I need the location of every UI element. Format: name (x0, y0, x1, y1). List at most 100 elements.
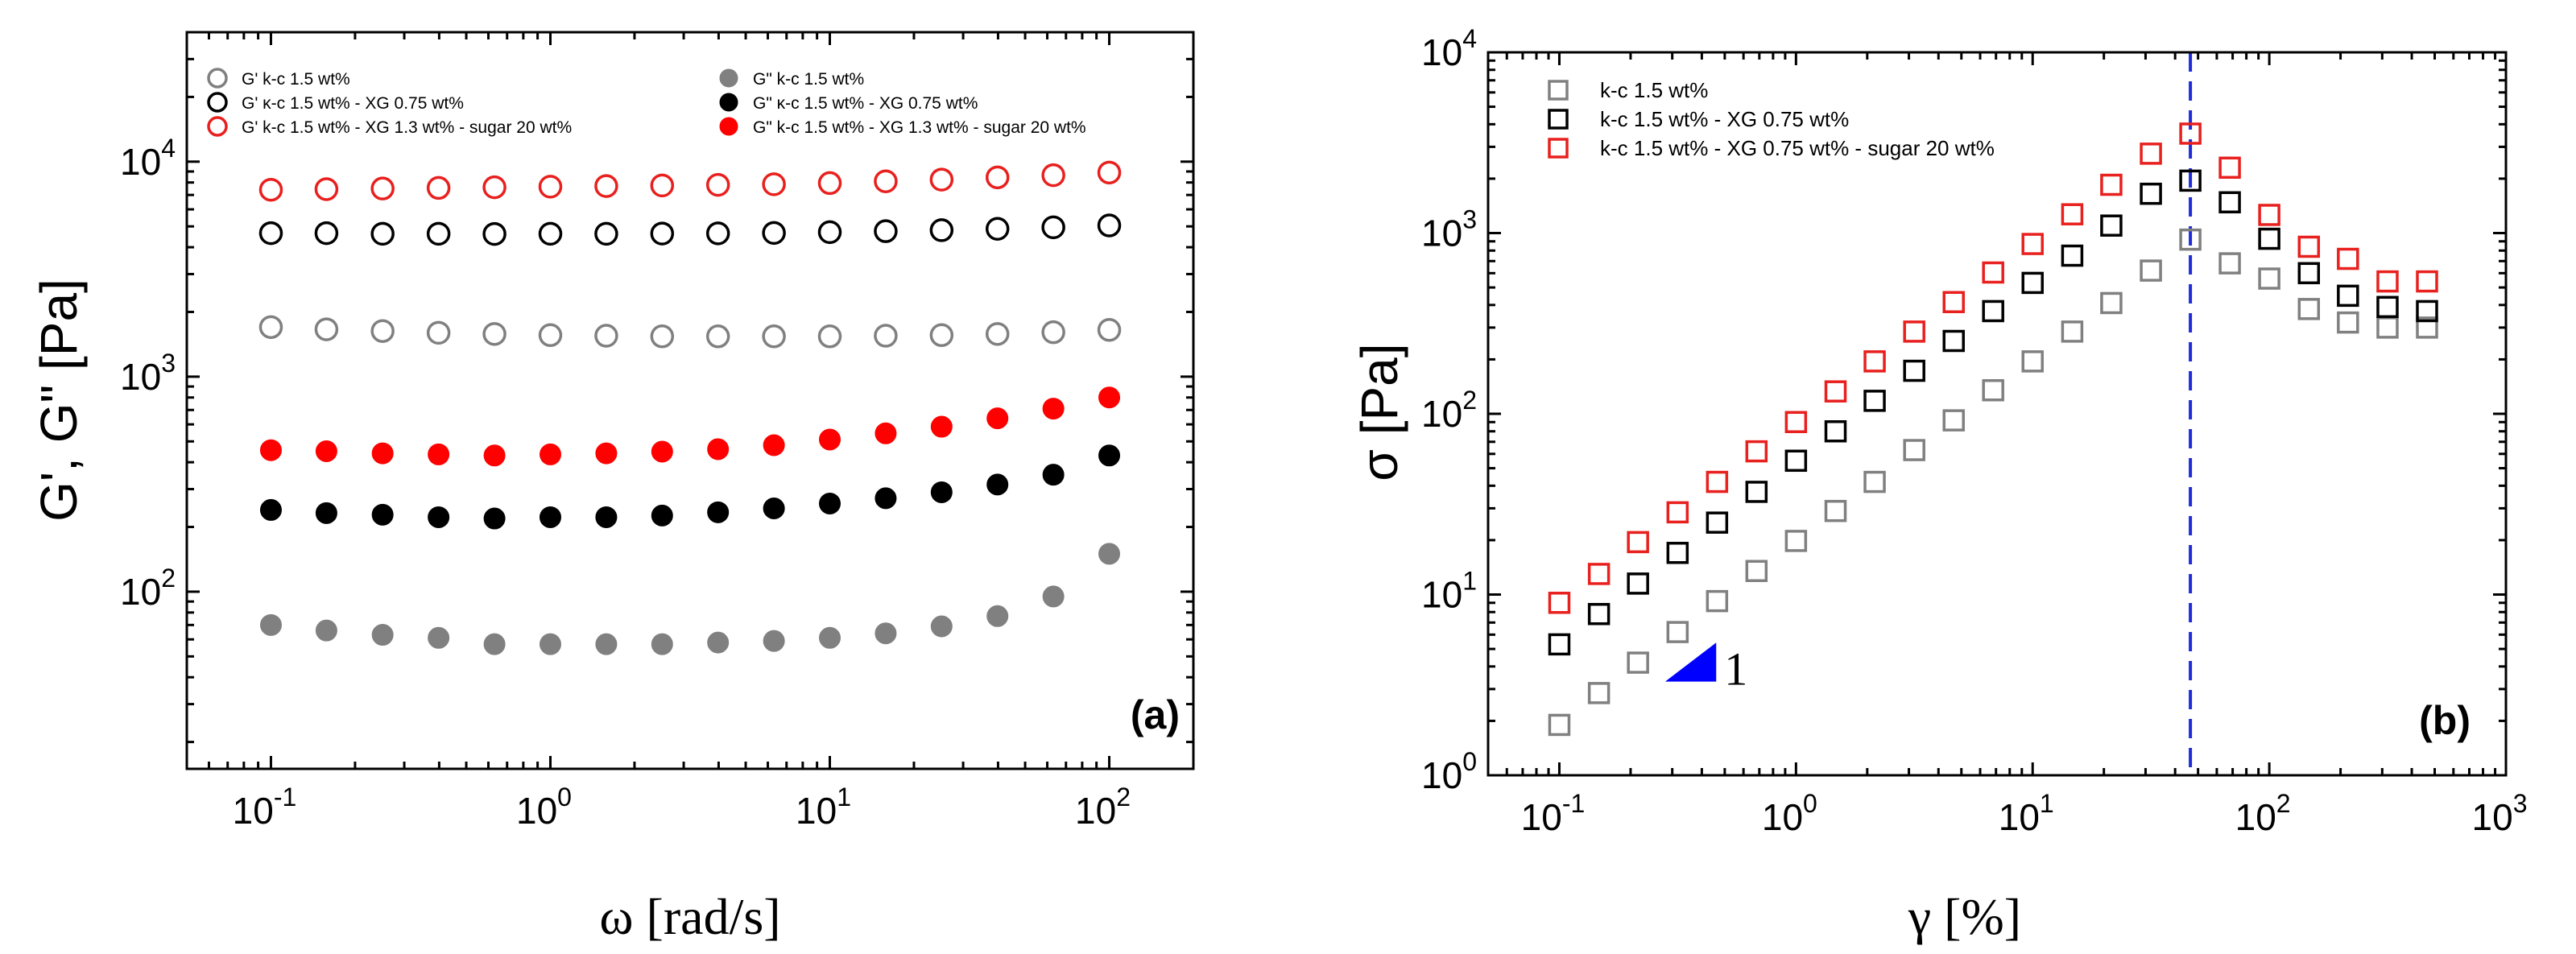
data-point (1863, 390, 1886, 412)
data-point (2100, 214, 2123, 237)
data-point (258, 315, 283, 340)
data-point (651, 504, 673, 527)
data-point (874, 169, 898, 193)
data-point (539, 506, 561, 528)
legend-marker (1548, 109, 1569, 130)
data-point (594, 221, 618, 246)
data-point (315, 502, 337, 524)
data-point (1666, 542, 1689, 564)
data-point (1548, 713, 1571, 737)
data-point (1745, 560, 1768, 582)
data-point (705, 324, 730, 349)
data-point (762, 324, 786, 349)
panel-b-ticks (1486, 51, 2508, 777)
data-point (1982, 261, 2004, 284)
data-point (1097, 160, 1122, 185)
data-point (428, 443, 450, 465)
data-point (2297, 298, 2321, 320)
data-point (2021, 350, 2044, 373)
data-point (538, 221, 563, 246)
data-point (2376, 270, 2399, 293)
data-point (2061, 244, 2084, 267)
data-point (707, 631, 730, 654)
panel-a-x-axis-title: ω [rad/s] (599, 888, 780, 945)
data-point (2100, 291, 2123, 315)
data-point (1098, 386, 1121, 409)
data-point (314, 317, 339, 341)
data-point (2218, 191, 2241, 214)
data-point (930, 415, 953, 438)
data-point (315, 619, 337, 642)
data-point (2100, 173, 2123, 196)
data-point (707, 438, 730, 460)
data-point (1903, 439, 1925, 461)
data-point (539, 633, 561, 655)
legend-label: G" κ-c 1.5 wt% - XG 0.75 wt% (753, 94, 978, 113)
data-point (1706, 470, 1729, 494)
data-point (1824, 499, 1847, 522)
slope-triangle (1664, 642, 1717, 682)
y-tick-label: 100 (1421, 747, 1477, 796)
data-point (874, 324, 898, 348)
data-point (1745, 440, 1768, 463)
data-point (705, 221, 730, 246)
data-point (539, 443, 561, 465)
data-point (986, 605, 1009, 627)
data-point (2258, 267, 2280, 290)
legend-marker (207, 116, 228, 137)
y-tick-label: 104 (120, 134, 176, 183)
data-point (985, 322, 1010, 346)
data-point (482, 322, 507, 346)
y-tick-label: 104 (1421, 24, 1477, 73)
data-point (428, 626, 450, 649)
data-point (1098, 543, 1121, 565)
data-point (817, 171, 842, 196)
data-point (985, 217, 1010, 242)
data-point (1041, 163, 1065, 188)
legend-marker (1548, 80, 1569, 101)
data-point (2179, 122, 2202, 145)
y-tick-label: 103 (120, 349, 176, 398)
y-tick-label: 102 (120, 564, 176, 613)
data-point (1824, 380, 1847, 403)
panel-b-slope-indicator: 1 (1664, 642, 1747, 696)
data-point (370, 221, 395, 246)
data-point (2140, 182, 2162, 205)
data-point (594, 324, 618, 348)
data-point (314, 221, 339, 246)
data-point (315, 440, 337, 462)
data-point (259, 498, 282, 521)
data-point (1784, 411, 1808, 434)
data-point (2061, 320, 2084, 343)
panel-a-data-marks (258, 160, 1122, 655)
data-point (875, 487, 897, 510)
panel-a-y-axis-title: G', G" [Pa] (30, 279, 88, 522)
data-point (1587, 563, 1611, 585)
legend-label: G' k-c 1.5 wt% (242, 70, 350, 89)
data-point (1042, 464, 1065, 486)
data-point (426, 320, 451, 345)
data-point (371, 624, 394, 646)
x-tick-label: 100 (516, 783, 572, 832)
data-point (2416, 316, 2438, 339)
data-point (2140, 259, 2162, 282)
data-point (1863, 470, 1886, 494)
data-point (2416, 270, 2438, 293)
panel-b-y-axis-title: σ [Pa] (1350, 343, 1408, 481)
panel-a-tick-labels: 10-1 100 101 102 102 103 104 (120, 134, 1131, 832)
data-point (1097, 318, 1122, 342)
data-point (2337, 247, 2359, 271)
panel-a-legend: G' k-c 1.5 wt% G' κ-c 1.5 wt% - XG 0.75 w… (207, 68, 1086, 137)
data-point (874, 219, 898, 243)
data-point (483, 507, 506, 530)
data-point (930, 615, 953, 638)
legend-marker (207, 92, 228, 113)
data-point (259, 439, 282, 461)
data-point (1706, 589, 1729, 613)
data-point (595, 633, 618, 655)
x-tick-label: 101 (1999, 789, 2054, 838)
data-point (819, 626, 841, 649)
data-point (651, 633, 673, 655)
data-point (817, 324, 842, 349)
